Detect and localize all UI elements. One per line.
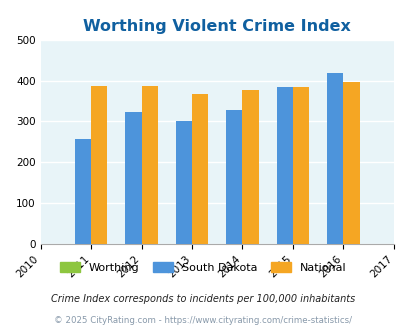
Bar: [326, 73, 343, 244]
Bar: [192, 94, 208, 244]
Bar: [276, 87, 292, 244]
Bar: [226, 110, 242, 244]
Text: © 2025 CityRating.com - https://www.cityrating.com/crime-statistics/: © 2025 CityRating.com - https://www.city…: [54, 316, 351, 325]
Bar: [141, 86, 157, 244]
Bar: [75, 139, 91, 244]
Bar: [292, 87, 308, 244]
Bar: [343, 82, 358, 244]
Text: Crime Index corresponds to incidents per 100,000 inhabitants: Crime Index corresponds to incidents per…: [51, 294, 354, 304]
Title: Worthing Violent Crime Index: Worthing Violent Crime Index: [83, 19, 350, 34]
Bar: [125, 113, 141, 244]
Bar: [91, 86, 107, 244]
Bar: [242, 90, 258, 244]
Legend: Worthing, South Dakota, National: Worthing, South Dakota, National: [55, 258, 350, 278]
Bar: [175, 121, 192, 244]
